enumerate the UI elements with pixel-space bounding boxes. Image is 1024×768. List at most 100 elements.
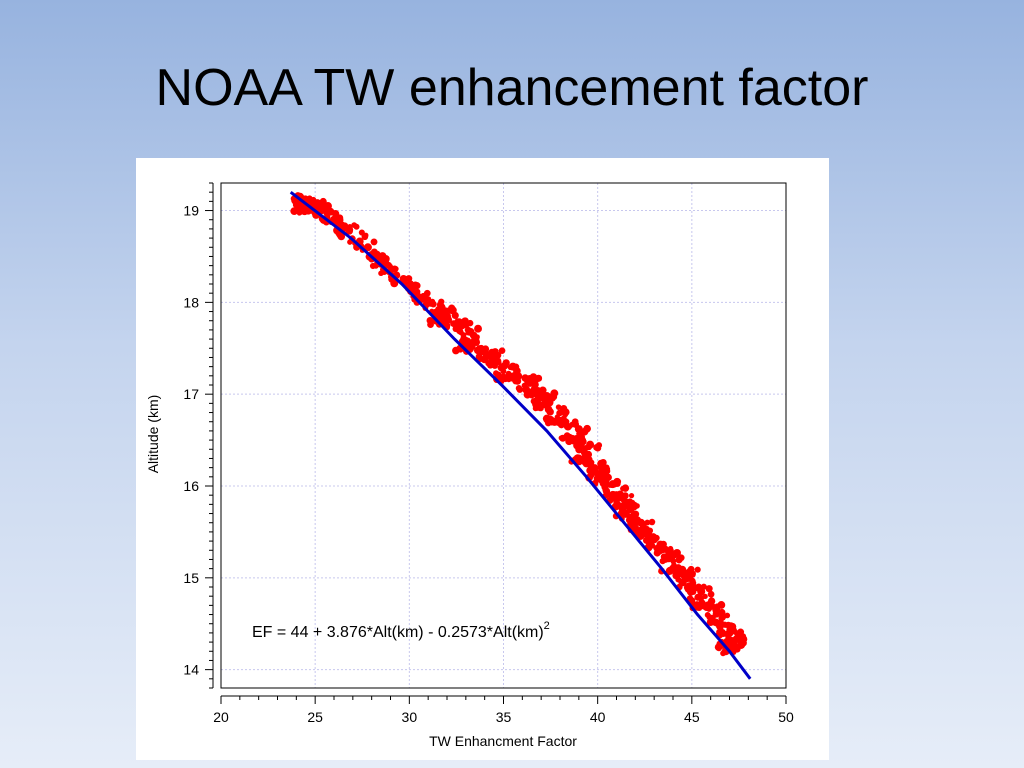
data-point: [468, 346, 474, 352]
y-tick-label: 18: [183, 294, 199, 310]
data-point: [485, 359, 492, 367]
data-point: [578, 437, 587, 446]
data-point: [290, 207, 299, 215]
data-point: [474, 334, 480, 340]
data-point: [710, 614, 716, 621]
data-point: [488, 348, 496, 357]
y-tick-label: 17: [183, 386, 199, 402]
data-point: [358, 229, 365, 236]
data-point: [399, 274, 408, 283]
data-point: [655, 544, 664, 553]
data-point: [353, 223, 360, 230]
data-point: [640, 528, 649, 537]
data-point: [725, 633, 731, 639]
data-point: [515, 385, 523, 392]
data-point: [435, 306, 443, 314]
data-point: [562, 408, 570, 416]
data-point: [713, 620, 720, 627]
fit-equation-annotation: EF = 44 + 3.876*Alt(km) - 0.2573*Alt(km)…: [252, 620, 550, 641]
y-axis-title: Altitude (km): [145, 395, 161, 474]
data-point: [457, 329, 464, 336]
axes-layer: 20 25 30 35 40 45 50 14 15 16 17 18 19: [183, 182, 794, 725]
data-point: [546, 408, 554, 416]
data-point: [483, 355, 490, 362]
data-point: [451, 311, 459, 320]
data-point: [345, 226, 354, 235]
data-point: [498, 347, 506, 354]
data-point: [502, 359, 510, 367]
data-point: [466, 319, 474, 327]
data-point: [675, 556, 683, 564]
data-point: [558, 435, 564, 441]
data-point: [704, 612, 711, 618]
equation-text: EF = 44 + 3.876*Alt(km) - 0.2573*Alt(km): [252, 624, 544, 641]
data-point: [645, 534, 652, 541]
data-point: [425, 296, 432, 302]
data-point: [628, 492, 635, 499]
data-point: [696, 604, 703, 612]
fit-line-layer: [289, 191, 752, 680]
data-point: [478, 347, 484, 353]
data-point: [522, 385, 531, 394]
x-axis-title: TW Enhancment Factor: [429, 733, 577, 749]
data-point: [648, 518, 656, 526]
data-point: [621, 492, 629, 500]
data-point: [391, 265, 399, 273]
x-tick-label: 40: [590, 709, 606, 725]
data-point: [474, 324, 482, 333]
y-tick-label: 15: [183, 570, 199, 586]
data-point: [707, 618, 713, 625]
data-point: [582, 445, 588, 451]
data-point: [323, 202, 332, 211]
data-point: [672, 570, 680, 578]
data-point: [370, 248, 378, 256]
data-point: [707, 590, 715, 598]
data-point: [533, 388, 541, 396]
data-point: [534, 404, 542, 411]
data-point: [391, 280, 398, 287]
data-point: [719, 613, 726, 621]
data-point: [715, 609, 722, 616]
data-point: [640, 521, 648, 528]
data-point: [594, 474, 601, 481]
data-point: [547, 417, 556, 426]
data-point: [577, 428, 584, 436]
data-point: [629, 512, 636, 519]
data-point: [555, 404, 562, 410]
data-point: [653, 534, 660, 542]
data-point: [491, 362, 499, 369]
data-point: [634, 503, 640, 509]
data-point: [557, 421, 566, 429]
y-tick-label: 19: [183, 203, 199, 219]
data-point: [694, 593, 702, 601]
data-point: [724, 612, 731, 619]
scatter-chart: 20 25 30 35 40 45 50 14 15 16 17 18 19 TW Enhancment…: [145, 182, 794, 749]
data-point: [472, 338, 481, 346]
plot-frame: [220, 182, 787, 689]
data-point: [564, 423, 572, 431]
data-point: [645, 540, 652, 547]
data-point: [601, 481, 609, 489]
y-tick-label: 16: [183, 478, 199, 494]
data-point: [583, 424, 591, 433]
data-point: [621, 484, 630, 492]
data-point: [686, 582, 693, 590]
data-point: [496, 360, 502, 366]
data-point: [575, 445, 583, 454]
data-point: [313, 199, 322, 208]
x-tick-label: 35: [496, 709, 512, 725]
x-tick-label: 25: [307, 709, 323, 725]
data-point: [464, 326, 472, 334]
data-point: [716, 628, 724, 636]
data-point: [702, 593, 708, 600]
data-point: [418, 295, 426, 303]
data-point: [529, 393, 535, 399]
x-tick-label: 45: [684, 709, 700, 725]
data-point: [628, 507, 635, 514]
data-point: [363, 243, 372, 252]
data-point: [370, 238, 378, 246]
data-point: [427, 321, 434, 328]
fit-line: [289, 191, 752, 680]
data-point: [573, 434, 580, 442]
grid-layer: [220, 183, 787, 688]
